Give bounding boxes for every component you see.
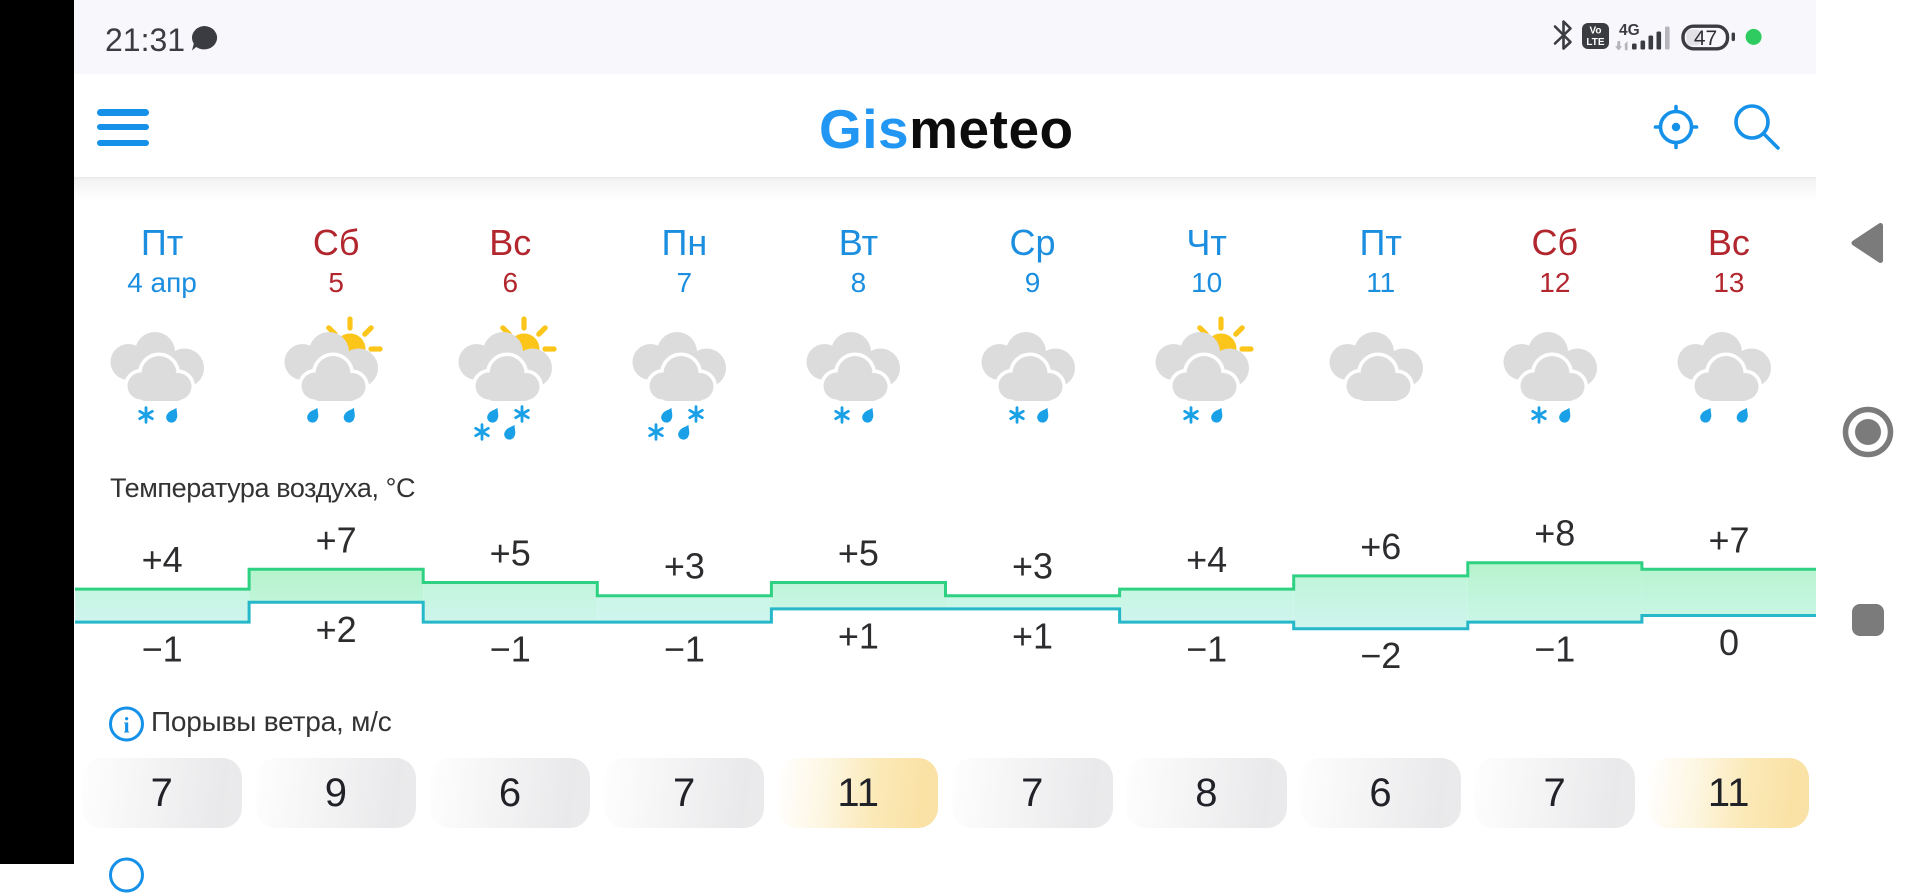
svg-text:+2: +2 (316, 609, 357, 650)
svg-text:0: 0 (1719, 622, 1739, 663)
svg-text:−1: −1 (490, 629, 531, 670)
svg-text:+1: +1 (838, 615, 879, 656)
svg-text:−2: −2 (1360, 635, 1401, 676)
svg-text:Vo: Vo (1589, 26, 1601, 37)
svg-text:+7: +7 (1708, 519, 1749, 560)
svg-text:+4: +4 (142, 539, 183, 580)
svg-text:−1: −1 (142, 629, 183, 670)
svg-text:4G: 4G (1619, 22, 1640, 39)
svg-text:+8: +8 (1534, 513, 1575, 554)
svg-text:i: i (123, 713, 129, 738)
svg-text:+1: +1 (1012, 615, 1053, 656)
svg-text:LTE: LTE (1586, 37, 1604, 48)
svg-text:+3: +3 (1012, 546, 1053, 587)
svg-text:+6: +6 (1360, 526, 1401, 567)
svg-text:+5: +5 (838, 533, 879, 574)
svg-text:+5: +5 (490, 533, 531, 574)
svg-text:+4: +4 (1186, 539, 1227, 580)
svg-text:−1: −1 (664, 629, 705, 670)
svg-text:+7: +7 (316, 519, 357, 560)
svg-text:+3: +3 (664, 546, 705, 587)
svg-text:−1: −1 (1186, 629, 1227, 670)
svg-text:47: 47 (1694, 27, 1717, 50)
svg-text:−1: −1 (1534, 629, 1575, 670)
